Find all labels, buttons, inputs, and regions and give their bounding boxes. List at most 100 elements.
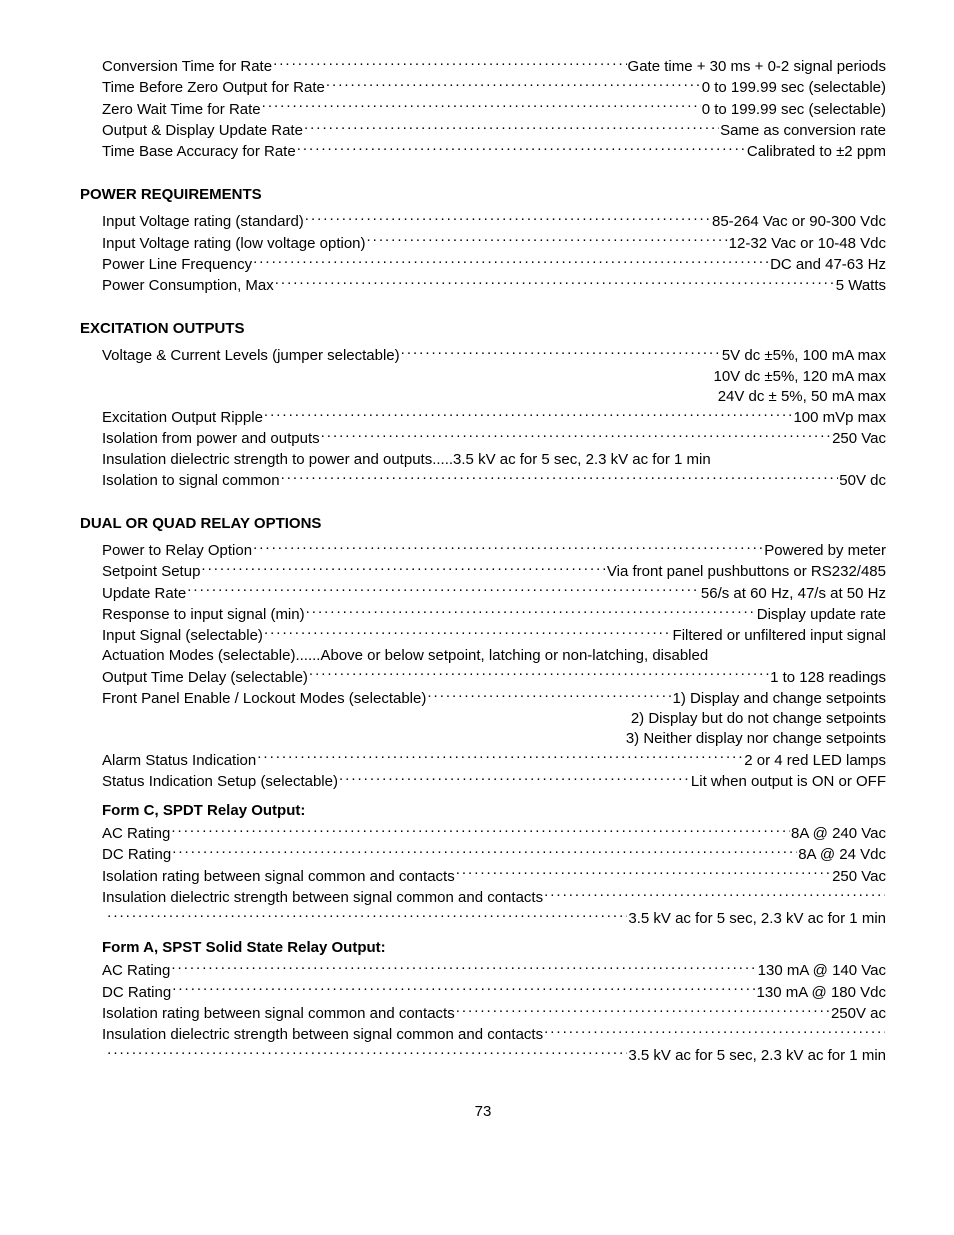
spec-value: 100 mVp max [793, 408, 886, 428]
leader-dots [171, 823, 790, 838]
separator: ..... [432, 450, 453, 470]
spec-label: DC Rating [102, 845, 171, 865]
sub-heading: Form A, SPST Solid State Relay Output: [102, 939, 886, 956]
spec-row: Insulation dielectric strength between s… [102, 1024, 886, 1045]
spec-row: Conversion Time for Rate Gate time + 30 m… [102, 56, 886, 77]
spec-row: Setpoint SetupVia front panel pushbutton… [102, 561, 886, 582]
document-page: Conversion Time for Rate Gate time + 30 m… [0, 0, 954, 1160]
leader-dots [309, 667, 769, 682]
leader-dots [456, 1003, 830, 1018]
separator: ...... [295, 646, 320, 666]
spec-row: Time Base Accuracy for RateCalibrated to… [102, 141, 886, 162]
spec-block: Power to Relay OptionPowered by meterSet… [80, 540, 886, 792]
leader-dots [257, 750, 743, 765]
spec-row: DC Rating130 mA @ 180 Vdc [102, 982, 886, 1003]
spec-row: Actuation Modes (selectable)...... Above… [102, 646, 886, 666]
spec-label: Zero Wait Time for Rate [102, 100, 261, 120]
leader-dots [253, 540, 763, 555]
spec-label: Power Consumption, Max [102, 276, 274, 296]
leader-dots [427, 688, 671, 703]
spec-label: Voltage & Current Levels (jumper selecta… [102, 346, 400, 366]
spec-label: Setpoint Setup [102, 562, 200, 582]
leader-dots [305, 211, 711, 226]
spec-label: Conversion Time for Rate [102, 57, 272, 77]
spec-value: 3.5 kV ac for 5 sec, 2.3 kV ac for 1 min [453, 450, 711, 470]
spec-value: 130 mA @ 180 Vdc [757, 983, 886, 1003]
spec-label: Power Line Frequency [102, 255, 252, 275]
spec-value-continuation: 24V dc ± 5%, 50 mA max [102, 387, 886, 407]
leader-dots [306, 604, 756, 619]
spec-row: Insulation dielectric strength between s… [102, 887, 886, 908]
spec-block: AC Rating8A @ 240 VacDC Rating8A @ 24 Vd… [80, 823, 886, 929]
spec-value: 8A @ 240 Vac [791, 824, 886, 844]
spec-label: Alarm Status Indication [102, 751, 256, 771]
spec-value: 0 to 199.99 sec (selectable) [702, 100, 886, 120]
spec-value: 56/s at 60 Hz, 47/s at 50 Hz [701, 584, 886, 604]
spec-label: Actuation Modes (selectable) [102, 646, 295, 666]
spec-label: Input Voltage rating (standard) [102, 212, 304, 232]
spec-row: AC Rating 130 mA @ 140 Vac [102, 960, 886, 981]
spec-label: Isolation from power and outputs [102, 429, 320, 449]
spec-row: Response to input signal (min) Display up… [102, 604, 886, 625]
spec-row: Isolation rating between signal common a… [102, 866, 886, 887]
spec-row: Time Before Zero Output for Rate0 to 199… [102, 77, 886, 98]
spec-row: Isolation to signal common 50V dc [102, 470, 886, 491]
leader-dots [107, 908, 627, 923]
leader-dots [326, 77, 701, 92]
spec-row: Output & Display Update RateSame as conv… [102, 120, 886, 141]
spec-row: Input Voltage rating (standard)85-264 Va… [102, 211, 886, 232]
section-heading: EXCITATION OUTPUTS [80, 320, 886, 337]
spec-value: Display update rate [757, 605, 886, 625]
page-number: 73 [80, 1103, 886, 1120]
spec-value: 3.5 kV ac for 5 sec, 2.3 kV ac for 1 min [628, 1046, 886, 1066]
spec-value: 250 Vac [832, 867, 886, 887]
spec-row: Isolation rating between signal common a… [102, 1003, 886, 1024]
spec-row: Power to Relay OptionPowered by meter [102, 540, 886, 561]
spec-row: Input Signal (selectable)Filtered or unf… [102, 625, 886, 646]
spec-row: Update Rate 56/s at 60 Hz, 47/s at 50 Hz [102, 583, 886, 604]
spec-block: Input Voltage rating (standard)85-264 Va… [80, 211, 886, 296]
spec-label: Insulation dielectric strength between s… [102, 888, 543, 908]
spec-label: Input Voltage rating (low voltage option… [102, 234, 366, 254]
section-heading: POWER REQUIREMENTS [80, 186, 886, 203]
spec-label: Insulation dielectric strength between s… [102, 1025, 543, 1045]
spec-label: Status Indication Setup (selectable) [102, 772, 338, 792]
leader-dots [253, 254, 769, 269]
spec-row: Output Time Delay (selectable)1 to 128 r… [102, 667, 886, 688]
leader-dots [201, 561, 605, 576]
spec-label: AC Rating [102, 961, 170, 981]
spec-value: Above or below setpoint, latching or non… [320, 646, 708, 666]
spec-value: Gate time + 30 ms + 0-2 signal periods [628, 57, 886, 77]
spec-value: 250V ac [831, 1004, 886, 1024]
leader-dots [281, 470, 839, 485]
spec-value: 130 mA @ 140 Vac [758, 961, 886, 981]
spec-value: 12-32 Vac or 10-48 Vdc [729, 234, 886, 254]
spec-label: Time Base Accuracy for Rate [102, 142, 296, 162]
spec-row: Status Indication Setup (selectable)Lit … [102, 771, 886, 792]
spec-row: Excitation Output Ripple100 mVp max [102, 407, 886, 428]
leader-dots [456, 866, 831, 881]
spec-row: DC Rating8A @ 24 Vdc [102, 844, 886, 865]
leader-dots [262, 99, 701, 114]
top-spec-block: Conversion Time for Rate Gate time + 30 m… [80, 56, 886, 162]
spec-value: 5V dc ±5%, 100 mA max [722, 346, 886, 366]
spec-row: Power Consumption, Max 5 Watts [102, 275, 886, 296]
spec-value: 5 Watts [836, 276, 886, 296]
leader-dots [401, 345, 721, 360]
spec-label: Isolation rating between signal common a… [102, 1004, 455, 1024]
spec-block: Voltage & Current Levels (jumper selecta… [80, 345, 886, 491]
spec-label: Isolation to signal common [102, 471, 280, 491]
leader-dots [171, 960, 756, 975]
leader-dots [321, 428, 831, 443]
spec-label: Update Rate [102, 584, 186, 604]
leader-dots [172, 982, 755, 997]
spec-label: Input Signal (selectable) [102, 626, 263, 646]
spec-label [102, 1046, 106, 1066]
spec-value: 1) Display and change setpoints [673, 689, 886, 709]
spec-label: Response to input signal (min) [102, 605, 305, 625]
spec-value: 1 to 128 readings [770, 668, 886, 688]
leader-dots [544, 1024, 885, 1039]
spec-value: 50V dc [839, 471, 886, 491]
spec-value: Powered by meter [764, 541, 886, 561]
leader-dots [273, 56, 626, 71]
